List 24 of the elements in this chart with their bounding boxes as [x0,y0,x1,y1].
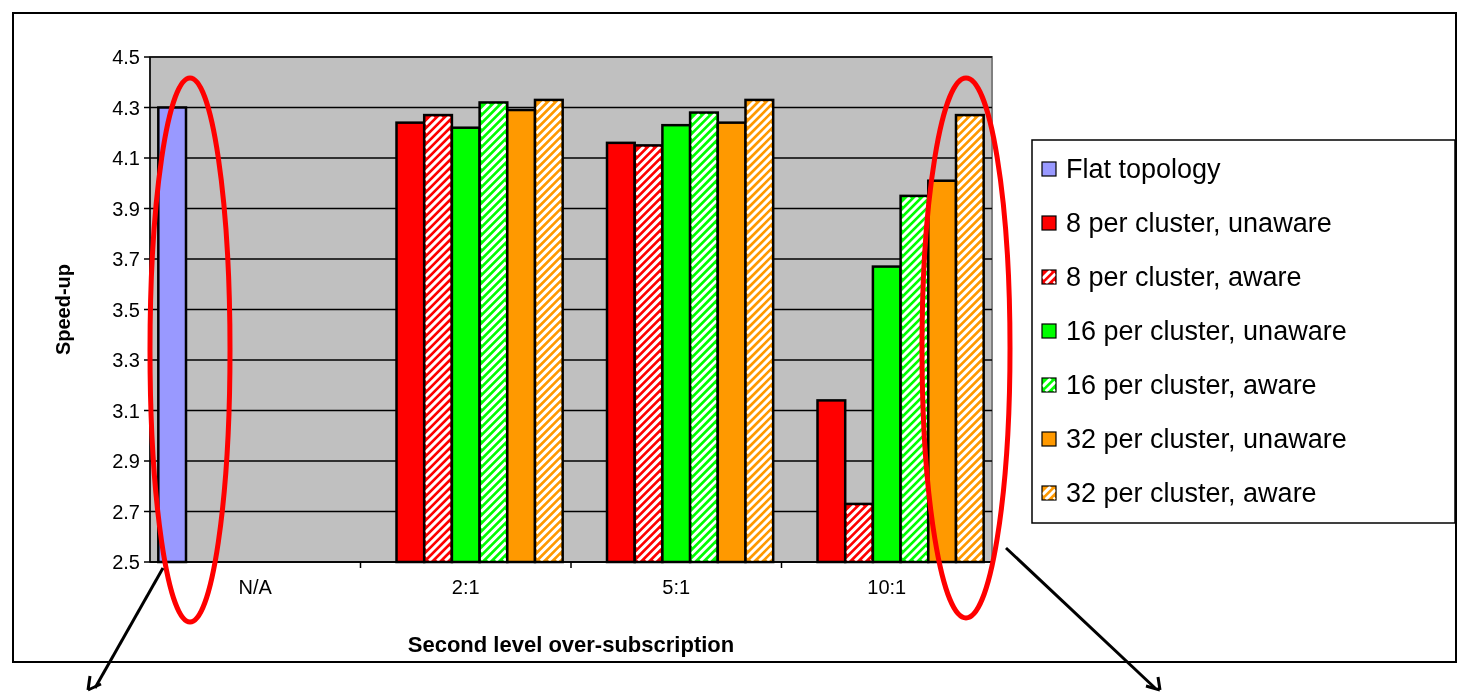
y-tick-label: 3.3 [112,349,140,371]
legend-label: Flat topology [1066,154,1222,185]
y-axis-title: Speed-up [52,263,74,356]
legend-label: 8 per cluster, unaware [1066,208,1332,239]
x-tick-label: 5:1 [662,576,691,598]
x-axis-title: Second level over-subscription [407,632,735,657]
y-tick-label: 3.7 [112,248,140,270]
x-tick-label: 10:1 [867,576,907,598]
legend-label: 8 per cluster, aware [1066,262,1302,293]
y-tick-label: 3.9 [112,197,140,220]
y-tick-label: 4.5 [112,46,140,68]
legend-label: 16 per cluster, unaware [1066,316,1347,347]
legend-label: 16 per cluster, aware [1066,370,1317,401]
y-tick-label: 2.9 [112,450,140,472]
x-tick-label: N/A [238,576,273,598]
y-tick-label: 2.7 [112,500,140,523]
y-tick-label: 3.5 [112,298,140,321]
y-tick-label: 4.3 [112,96,140,119]
legend-label: 32 per cluster, aware [1066,478,1317,509]
y-tick-label: 3.1 [112,399,140,422]
legend-label: 32 per cluster, unaware [1066,424,1347,455]
y-tick-label: 2.5 [112,551,140,573]
x-tick-label: 2:1 [451,576,480,598]
y-tick-label: 4.1 [112,147,140,169]
